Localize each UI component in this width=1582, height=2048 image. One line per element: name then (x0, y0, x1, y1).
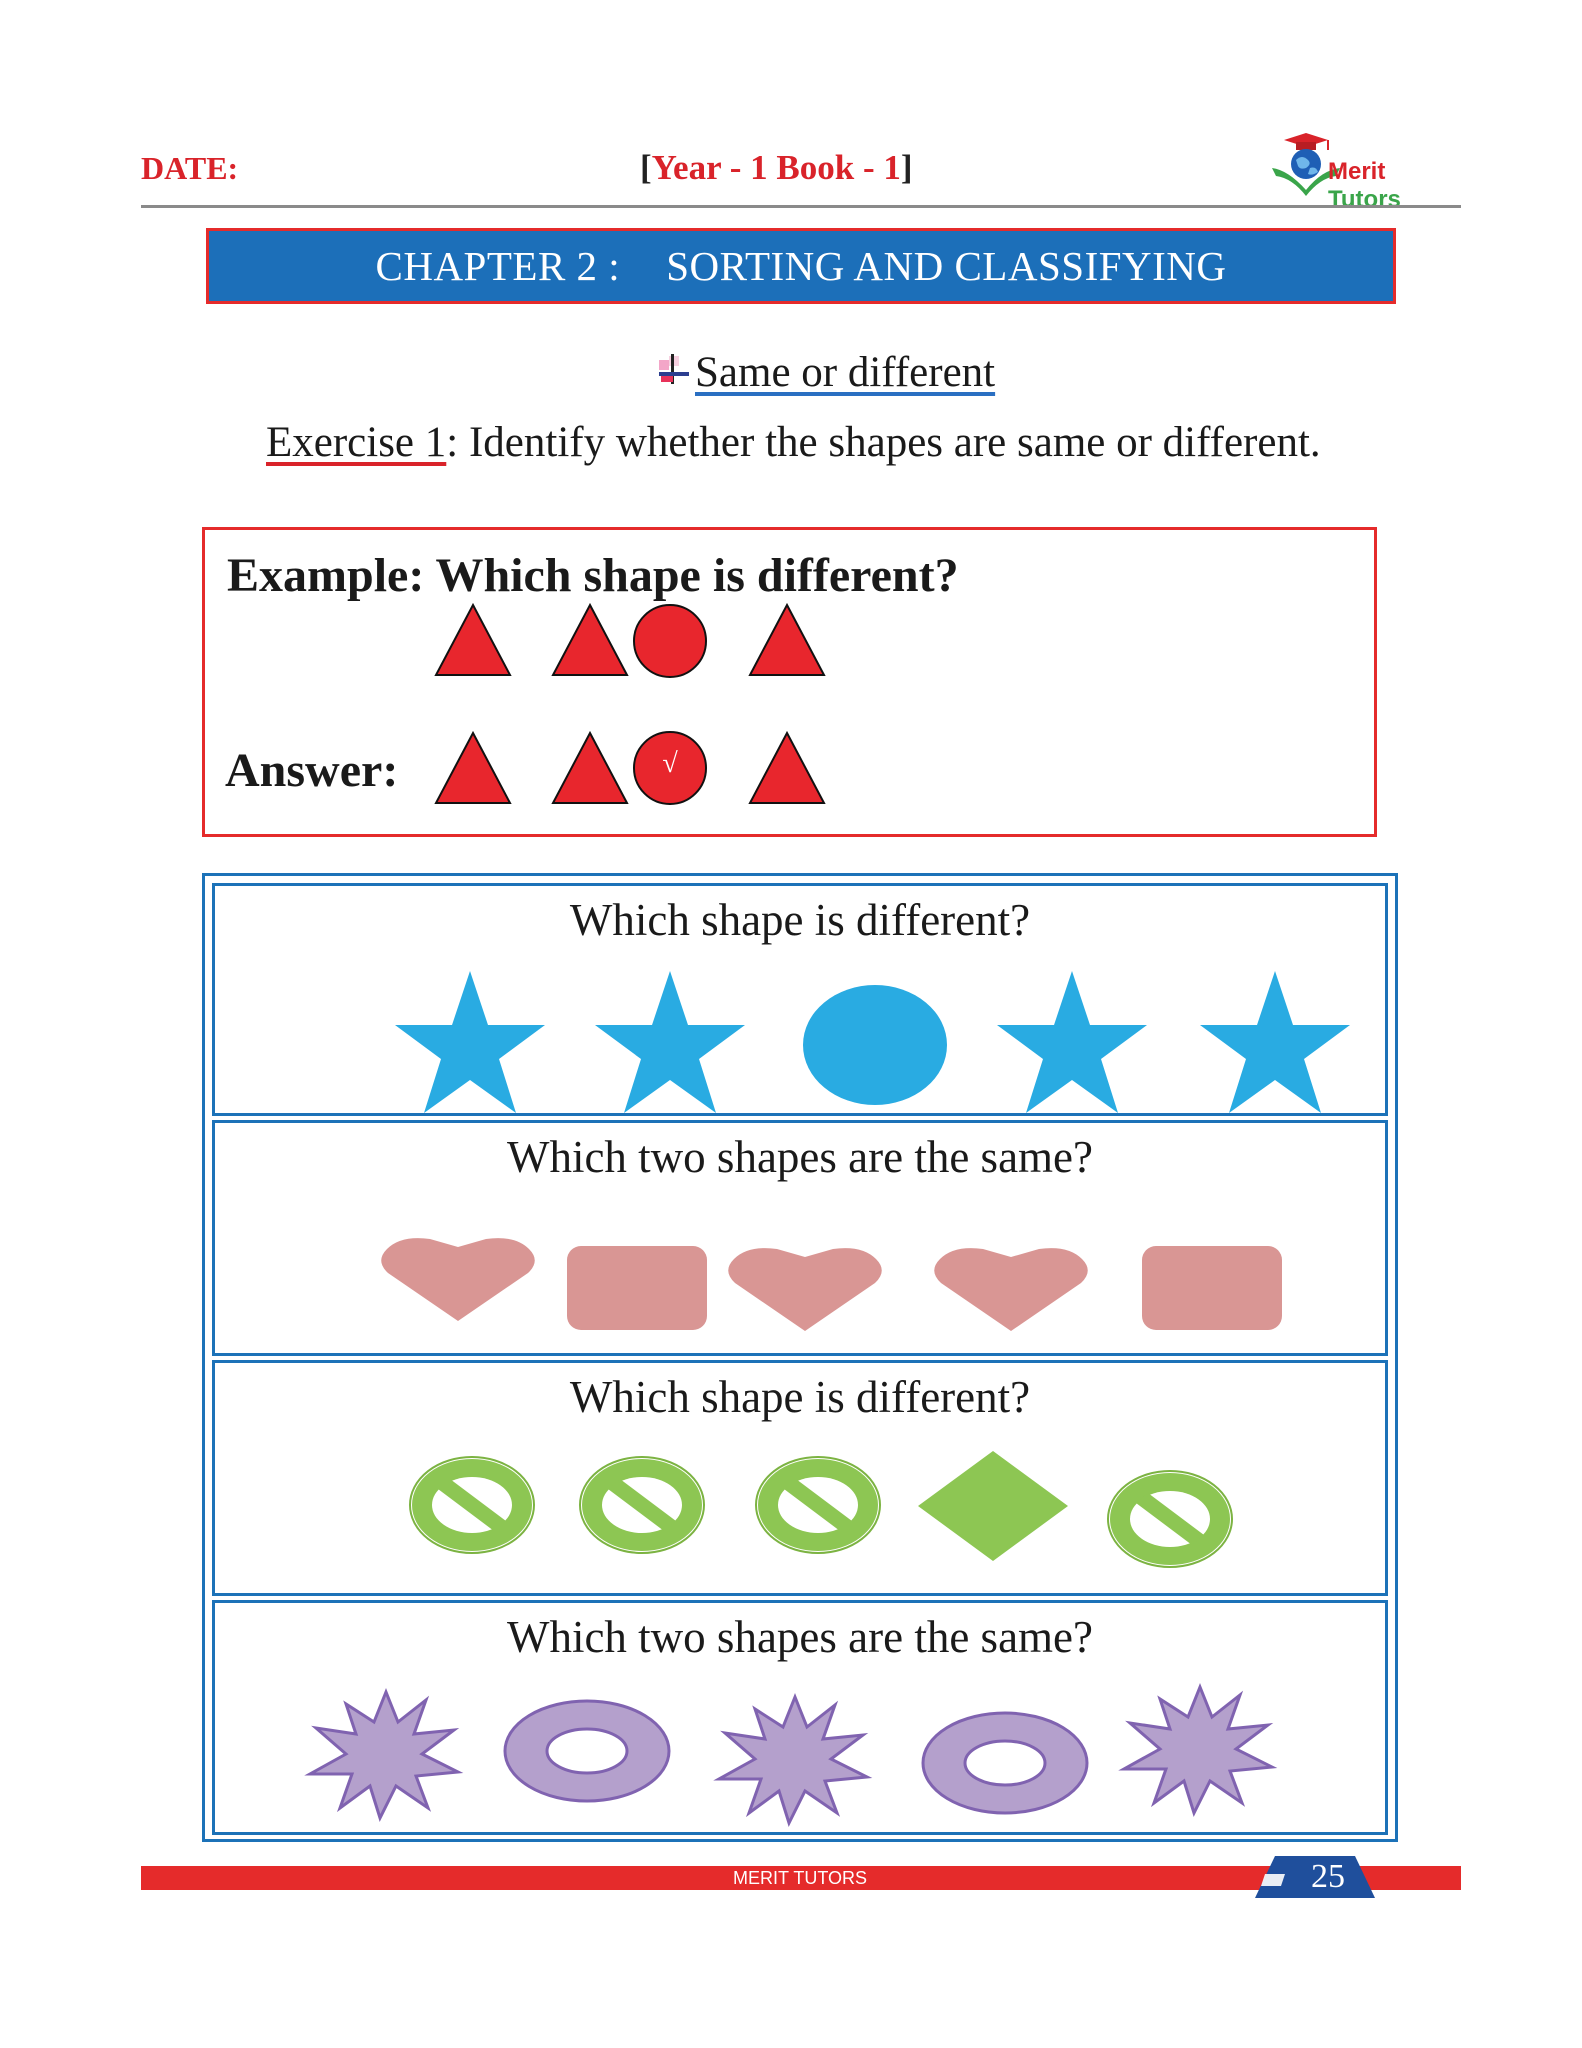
heart-icon[interactable] (934, 1248, 1088, 1331)
red-triangle-icon (748, 602, 826, 676)
section-title: Same or different (695, 349, 996, 396)
row-3-shapes (409, 1451, 1233, 1568)
bracket-close: ] (900, 148, 913, 187)
question-text: Which two shapes are the same? (506, 1132, 1093, 1182)
footer-brand: MERIT TUTORS (732, 1868, 867, 1888)
answer-label: Answer: (225, 744, 399, 797)
example-shapes (434, 602, 826, 805)
star-icon[interactable] (1200, 971, 1350, 1113)
prohibition-sign-icon[interactable] (409, 1456, 535, 1554)
header-divider (141, 205, 1461, 208)
example-title: Example: Which shape is different? (227, 549, 959, 602)
row-2-shapes (381, 1238, 1282, 1331)
star-icon[interactable] (997, 971, 1147, 1113)
logo-word-tutors: Tutors (1328, 186, 1401, 213)
diamond-icon[interactable] (918, 1451, 1068, 1561)
question-row-3: Which shape is different? (212, 1360, 1388, 1596)
checkmark-icon: √ (662, 748, 678, 779)
merit-tutors-logo: Merit Tutors (1262, 130, 1462, 213)
book-title: [Year - 1 Book - 1] (640, 148, 913, 188)
ring-icon[interactable] (503, 1699, 671, 1803)
explosion-icon[interactable] (1122, 1685, 1274, 1815)
logo-text: Merit Tutors (1328, 158, 1462, 214)
exercise-table: Which shape is different? Which two shap… (202, 873, 1398, 1842)
bracket-open: [ (640, 148, 652, 187)
explosion-icon[interactable] (308, 1690, 460, 1820)
question-row-4: Which two shapes are the same? (212, 1600, 1388, 1835)
page-number-tab-icon (1255, 1856, 1375, 1898)
page-number: 25 (1311, 1858, 1345, 1895)
section-heading: Same or different (655, 348, 995, 397)
red-triangle-icon (434, 730, 512, 804)
example-box: Example: Which shape is different? √ Ans… (202, 527, 1377, 837)
chapter-banner: CHAPTER 2 : SORTING AND CLASSIFYING (206, 228, 1396, 304)
red-triangle-icon (434, 602, 512, 676)
red-triangle-icon (551, 602, 629, 676)
logo-word-merit: Merit (1328, 158, 1386, 185)
graduation-cap-globe-book-logo-icon (1272, 133, 1340, 196)
explosion-icon[interactable] (717, 1695, 869, 1825)
red-circle-icon (633, 604, 707, 678)
question-row-2: Which two shapes are the same? (212, 1120, 1388, 1356)
red-triangle-icon (551, 730, 629, 804)
footer-bar (141, 1866, 1461, 1890)
star-icon[interactable] (595, 971, 745, 1113)
circle-icon[interactable] (803, 985, 947, 1105)
red-triangle-icon (748, 730, 826, 804)
question-text: Which two shapes are the same? (506, 1612, 1093, 1662)
ring-icon[interactable] (921, 1711, 1089, 1815)
rounded-rectangle-icon[interactable] (567, 1246, 707, 1330)
star-icon[interactable] (395, 971, 545, 1113)
prohibition-sign-icon[interactable] (579, 1456, 705, 1554)
red-circle-answer-icon (633, 731, 707, 805)
row-1-shapes (395, 971, 1350, 1113)
date-label: DATE: (141, 150, 239, 186)
chapter-number: CHAPTER 2 : (375, 243, 621, 289)
exercise-label: Exercise 1 (266, 419, 447, 466)
bullet-cross-icon (659, 354, 689, 384)
heart-icon[interactable] (728, 1248, 882, 1331)
exercise-text: : Identify whether the shapes are same o… (446, 419, 1321, 466)
rounded-rectangle-icon[interactable] (1142, 1246, 1282, 1330)
question-row-1: Which shape is different? (212, 883, 1388, 1116)
chapter-title: SORTING AND CLASSIFYING (666, 243, 1227, 289)
row-4-shapes (308, 1685, 1274, 1825)
prohibition-sign-icon[interactable] (755, 1456, 881, 1554)
book-title-text: Year - 1 Book - 1 (651, 148, 901, 187)
question-text: Which shape is different? (569, 895, 1031, 945)
prohibition-sign-icon[interactable] (1107, 1470, 1233, 1568)
heart-icon[interactable] (381, 1238, 535, 1321)
question-text: Which shape is different? (569, 1372, 1031, 1422)
exercise-instruction: Exercise 1: Identify whether the shapes … (266, 414, 1396, 472)
